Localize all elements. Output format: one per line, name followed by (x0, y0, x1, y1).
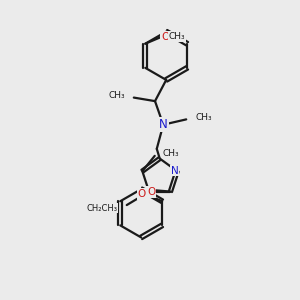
Text: O: O (138, 189, 146, 199)
Text: N: N (171, 166, 178, 176)
Text: N: N (159, 118, 168, 131)
Text: CH₃: CH₃ (195, 113, 212, 122)
Text: CH₂CH₃: CH₂CH₃ (86, 203, 117, 212)
Text: O: O (147, 187, 155, 197)
Text: CH₃: CH₃ (169, 32, 185, 41)
Text: O: O (161, 32, 170, 42)
Text: CH₃: CH₃ (108, 91, 125, 100)
Text: CH₃: CH₃ (163, 149, 180, 158)
